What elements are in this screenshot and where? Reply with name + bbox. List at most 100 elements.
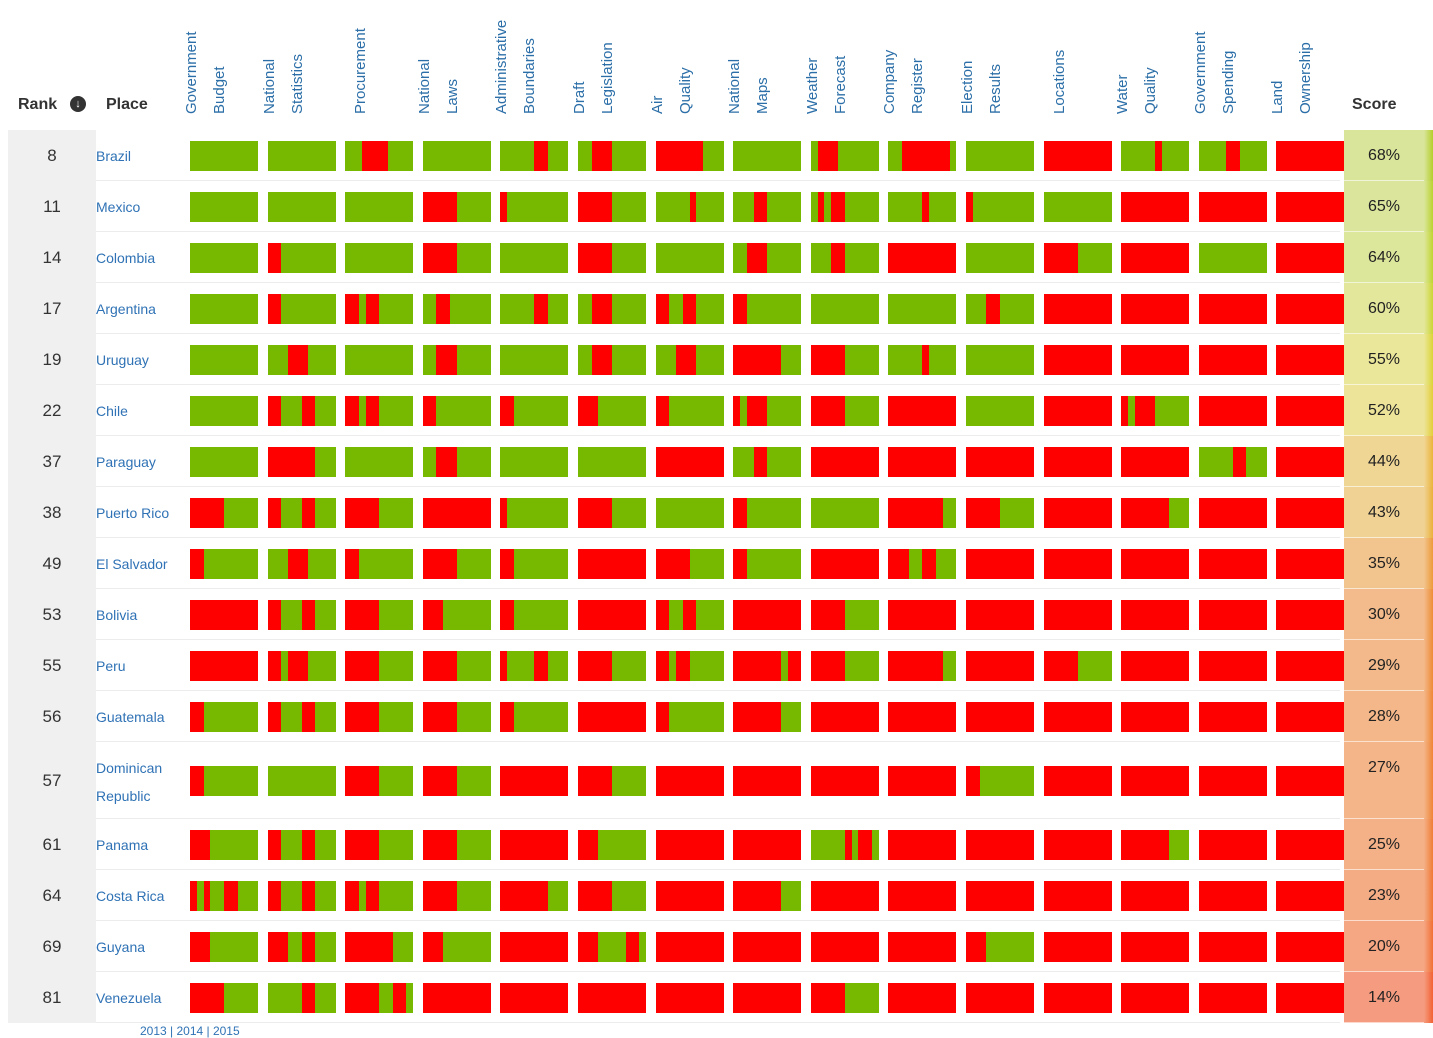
- dataset-score-bar[interactable]: [1276, 931, 1345, 962]
- dataset-score-bar[interactable]: [1198, 931, 1267, 962]
- dataset-score-bar[interactable]: [345, 982, 414, 1013]
- column-header-procurement[interactable]: Procurement: [345, 0, 405, 114]
- dataset-score-bar[interactable]: [422, 701, 491, 732]
- dataset-score-bar[interactable]: [966, 829, 1034, 860]
- dataset-score-bar[interactable]: [1276, 140, 1345, 171]
- table-row[interactable]: 14 Colombia 64%: [0, 232, 1433, 283]
- dataset-score-bar[interactable]: [578, 880, 646, 911]
- dataset-score-bar[interactable]: [1121, 293, 1190, 324]
- dataset-score-bar[interactable]: [190, 191, 258, 222]
- dataset-score-bar[interactable]: [1276, 293, 1345, 324]
- dataset-score-bar[interactable]: [190, 599, 258, 630]
- dataset-score-bar[interactable]: [345, 701, 414, 732]
- place-link[interactable]: Guyana: [96, 938, 146, 955]
- dataset-score-bar[interactable]: [810, 344, 879, 375]
- dataset-score-bar[interactable]: [500, 446, 569, 477]
- column-header-land-ownership[interactable]: Land Ownership: [1269, 0, 1336, 114]
- dataset-score-bar[interactable]: [190, 140, 258, 171]
- dataset-score-bar[interactable]: [500, 982, 569, 1013]
- dataset-score-bar[interactable]: [578, 982, 646, 1013]
- dataset-score-bar[interactable]: [1043, 829, 1112, 860]
- dataset-score-bar[interactable]: [1198, 599, 1267, 630]
- dataset-score-bar[interactable]: [888, 650, 957, 681]
- dataset-score-bar[interactable]: [1121, 650, 1190, 681]
- dataset-score-bar[interactable]: [966, 982, 1034, 1013]
- dataset-score-bar[interactable]: [267, 242, 336, 273]
- dataset-score-bar[interactable]: [1121, 395, 1190, 426]
- dataset-score-bar[interactable]: [267, 344, 336, 375]
- dataset-score-bar[interactable]: [422, 344, 491, 375]
- place-link[interactable]: Peru: [96, 657, 126, 674]
- dataset-score-bar[interactable]: [267, 982, 336, 1013]
- dataset-score-bar[interactable]: [500, 548, 569, 579]
- dataset-score-bar[interactable]: [267, 650, 336, 681]
- dataset-score-bar[interactable]: [190, 931, 258, 962]
- dataset-score-bar[interactable]: [655, 242, 724, 273]
- dataset-score-bar[interactable]: [1043, 931, 1112, 962]
- dataset-score-bar[interactable]: [345, 599, 414, 630]
- dataset-score-bar[interactable]: [810, 765, 879, 796]
- dataset-score-bar[interactable]: [267, 880, 336, 911]
- dataset-score-bar[interactable]: [267, 446, 336, 477]
- dataset-score-bar[interactable]: [1043, 395, 1112, 426]
- table-row[interactable]: 37 Paraguay 44%: [0, 436, 1433, 487]
- dataset-score-bar[interactable]: [733, 880, 802, 911]
- dataset-score-bar[interactable]: [888, 446, 957, 477]
- dataset-score-bar[interactable]: [1198, 880, 1267, 911]
- dataset-score-bar[interactable]: [267, 293, 336, 324]
- dataset-score-bar[interactable]: [190, 765, 258, 796]
- dataset-score-bar[interactable]: [733, 599, 802, 630]
- dataset-score-bar[interactable]: [1198, 344, 1267, 375]
- dataset-score-bar[interactable]: [500, 931, 569, 962]
- dataset-score-bar[interactable]: [1198, 765, 1267, 796]
- dataset-score-bar[interactable]: [500, 293, 569, 324]
- dataset-score-bar[interactable]: [655, 701, 724, 732]
- dataset-score-bar[interactable]: [422, 293, 491, 324]
- dataset-score-bar[interactable]: [422, 242, 491, 273]
- dataset-score-bar[interactable]: [267, 497, 336, 528]
- dataset-score-bar[interactable]: [810, 191, 879, 222]
- dataset-score-bar[interactable]: [1043, 765, 1112, 796]
- dataset-score-bar[interactable]: [1198, 982, 1267, 1013]
- dataset-score-bar[interactable]: [733, 701, 802, 732]
- dataset-score-bar[interactable]: [810, 701, 879, 732]
- place-link[interactable]: Panama: [96, 836, 149, 853]
- sort-descending-icon[interactable]: ↓: [70, 96, 86, 112]
- table-row[interactable]: 49 El Salvador 35%: [0, 538, 1433, 589]
- dataset-score-bar[interactable]: [966, 395, 1034, 426]
- table-row[interactable]: 57 Dominican Republic 27%: [0, 742, 1433, 819]
- dataset-score-bar[interactable]: [1121, 446, 1190, 477]
- dataset-score-bar[interactable]: [578, 548, 646, 579]
- dataset-score-bar[interactable]: [1043, 650, 1112, 681]
- dataset-score-bar[interactable]: [1043, 701, 1112, 732]
- dataset-score-bar[interactable]: [966, 191, 1034, 222]
- dataset-score-bar[interactable]: [1276, 599, 1345, 630]
- dataset-score-bar[interactable]: [966, 765, 1034, 796]
- dataset-score-bar[interactable]: [578, 242, 646, 273]
- dataset-score-bar[interactable]: [190, 701, 258, 732]
- dataset-score-bar[interactable]: [190, 395, 258, 426]
- dataset-score-bar[interactable]: [578, 344, 646, 375]
- column-header-national-laws[interactable]: National Laws: [416, 0, 483, 114]
- dataset-score-bar[interactable]: [1276, 446, 1345, 477]
- place-link[interactable]: El Salvador: [96, 555, 168, 572]
- dataset-score-bar[interactable]: [345, 191, 414, 222]
- dataset-score-bar[interactable]: [345, 395, 414, 426]
- dataset-score-bar[interactable]: [1121, 548, 1190, 579]
- dataset-score-bar[interactable]: [345, 242, 414, 273]
- dataset-score-bar[interactable]: [655, 880, 724, 911]
- dataset-score-bar[interactable]: [1121, 765, 1190, 796]
- dataset-score-bar[interactable]: [888, 829, 957, 860]
- dataset-score-bar[interactable]: [810, 931, 879, 962]
- place-link[interactable]: Venezuela: [96, 989, 162, 1006]
- column-header-air-quality[interactable]: Air Quality: [649, 0, 716, 114]
- dataset-score-bar[interactable]: [422, 650, 491, 681]
- dataset-score-bar[interactable]: [810, 293, 879, 324]
- dataset-score-bar[interactable]: [422, 548, 491, 579]
- dataset-score-bar[interactable]: [1276, 242, 1345, 273]
- dataset-score-bar[interactable]: [1121, 880, 1190, 911]
- dataset-score-bar[interactable]: [578, 599, 646, 630]
- table-row[interactable]: 81 Venezuela 14%: [0, 972, 1433, 1023]
- year-links[interactable]: 2013 | 2014 | 2015: [140, 1024, 240, 1038]
- dataset-score-bar[interactable]: [733, 395, 802, 426]
